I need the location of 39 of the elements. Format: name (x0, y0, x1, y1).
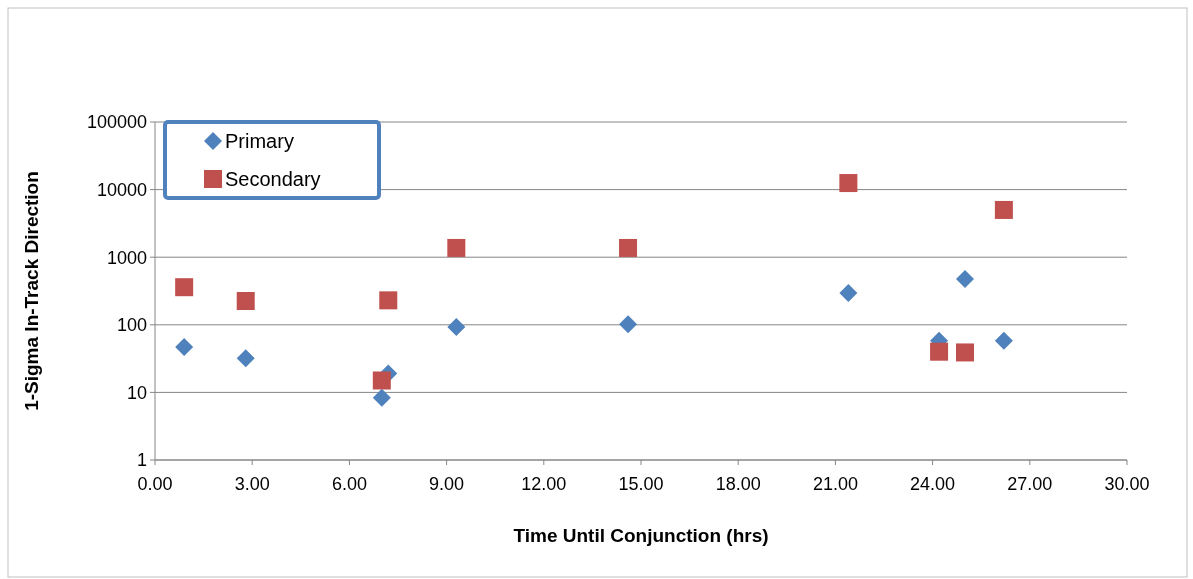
x-tick-label: 24.00 (910, 474, 956, 494)
x-tick-label: 30.00 (1104, 474, 1150, 494)
legend-label: Primary (225, 130, 294, 152)
point (956, 270, 974, 289)
point (236, 349, 255, 368)
y-tick-label: 1000 (106, 247, 147, 268)
legend-label: Secondary (225, 168, 321, 190)
point (839, 174, 858, 193)
point (175, 337, 194, 356)
point (447, 317, 466, 336)
point (372, 371, 391, 390)
x-tick-label: 12.00 (521, 474, 567, 494)
x-tick-label: 0.00 (137, 474, 173, 494)
x-tick-label: 27.00 (1007, 474, 1053, 494)
y-tick-label: 10000 (96, 179, 147, 200)
point (994, 200, 1013, 219)
y-tick-label: 10 (126, 382, 147, 403)
point (994, 331, 1013, 350)
point (372, 388, 391, 407)
y-axis-title: 1-Sigma In-Track Direction (21, 171, 42, 411)
x-tick-label: 15.00 (618, 474, 664, 494)
point (447, 238, 466, 257)
x-tick-label: 21.00 (812, 474, 858, 494)
point (956, 343, 974, 362)
x-axis-title: Time Until Conjunction (hrs) (513, 525, 769, 546)
x-tick-label: 6.00 (331, 474, 367, 494)
point (619, 238, 638, 257)
x-tick-label: 18.00 (715, 474, 761, 494)
y-tick-label: 100000 (86, 112, 147, 133)
point (619, 315, 638, 334)
point (236, 291, 255, 310)
point (175, 278, 194, 297)
y-tick-label: 1 (136, 450, 147, 471)
x-tick-label: 3.00 (234, 474, 270, 494)
y-tick-label: 100 (116, 315, 147, 336)
point (839, 284, 858, 303)
point (930, 342, 949, 361)
x-tick-label: 9.00 (429, 474, 465, 494)
point (379, 291, 398, 310)
